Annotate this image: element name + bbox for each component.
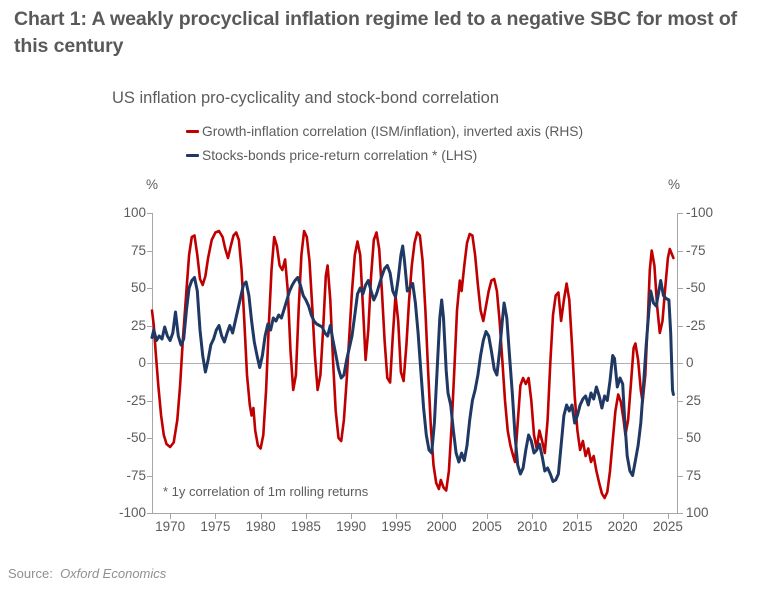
left-axis-unit-label: % [146,177,159,192]
chart-subtitle: US inflation pro-cyclicality and stock-b… [112,89,500,107]
x-axis-label: 1975 [200,519,231,534]
y-tick-right [678,325,683,327]
chart-footnote: * 1y correlation of 1m rolling returns [163,484,369,499]
y-axis-label-right: 25 [686,392,702,408]
y-tick-right [678,513,683,514]
x-tick [532,514,534,519]
y-tick-left [147,250,152,252]
x-axis-label: 1990 [336,519,367,534]
x-axis-label: 2005 [471,519,502,534]
y-tick-right [678,288,683,289]
x-tick [215,514,217,519]
y-axis-right [677,213,678,514]
y-tick-left [147,288,152,289]
y-axis-label-left: 100 [123,205,146,220]
right-axis-unit-label: % [668,177,681,192]
legend-label: Growth-inflation correlation (ISM/inflat… [202,123,584,139]
y-axis-label-left: 50 [130,280,146,295]
y-tick-right [678,475,683,477]
x-tick [351,514,353,519]
y-axis-label-left: -75 [126,467,146,483]
legend-dash-icon [186,153,199,157]
y-axis-label-right: -25 [686,317,706,333]
x-axis-label: 2020 [607,519,638,534]
growth-inflation-correlation-line [150,229,675,500]
y-tick-left [147,400,152,402]
y-tick-left [147,438,152,439]
y-axis-label-left: 25 [130,317,146,333]
x-axis-label: 1985 [290,519,321,534]
y-axis-label-right: 100 [686,505,709,520]
x-tick [441,514,443,519]
y-axis-label-right: 0 [686,355,694,370]
x-axis-label: 2015 [562,519,593,534]
y-axis-label-right: -75 [686,242,706,258]
x-axis-label: 1970 [155,519,186,534]
y-tick-right [678,363,683,364]
x-tick [667,514,669,519]
y-axis-label-left: -25 [126,392,146,408]
series-canvas [150,229,675,500]
source-prefix: Source: [8,566,53,581]
y-axis-label-right: -50 [686,280,706,295]
y-tick-left [147,475,152,477]
y-axis-label-left: 75 [130,242,146,258]
stocks-bonds-correlation-line [150,244,675,483]
legend-item: Growth-inflation correlation (ISM/inflat… [186,119,583,143]
y-tick-left [147,213,152,214]
x-axis-label: 1995 [381,519,412,534]
y-tick-left [147,363,152,364]
y-tick-right [678,213,683,214]
x-tick [396,514,398,519]
source-line: Source: Oxford Economics [8,566,166,581]
x-axis-label: 1980 [245,519,276,534]
chart-legend: Growth-inflation correlation (ISM/inflat… [186,119,583,167]
x-axis-label: 2000 [426,519,457,534]
x-tick [305,514,307,519]
x-tick [486,514,488,519]
y-axis-label-right: 75 [686,467,702,483]
legend-dash-icon [186,129,199,133]
x-tick [577,514,579,519]
x-axis-label: 2010 [517,519,548,534]
y-tick-right [678,400,683,402]
x-axis [152,513,678,514]
legend-label: Stocks-bonds price-return correlation * … [202,147,478,163]
y-tick-left [147,325,152,327]
source-name: Oxford Economics [60,566,167,581]
page-title: Chart 1: A weakly procyclical inflation … [14,8,738,57]
y-axis-label-left: -50 [126,430,146,445]
y-axis-label-left: -100 [118,505,146,520]
x-tick [170,514,172,519]
y-axis-label-right: -100 [686,205,714,220]
y-axis-label-right: 50 [686,430,702,445]
x-tick [622,514,624,519]
zero-gridline [153,363,677,364]
x-tick [260,514,262,519]
y-axis-label-left: 0 [138,355,146,370]
y-tick-right [678,438,683,439]
x-axis-label: 2025 [652,519,683,534]
y-axis-left [152,213,153,514]
y-tick-right [678,250,683,252]
y-tick-left [147,513,152,514]
legend-item: Stocks-bonds price-return correlation * … [186,143,583,167]
